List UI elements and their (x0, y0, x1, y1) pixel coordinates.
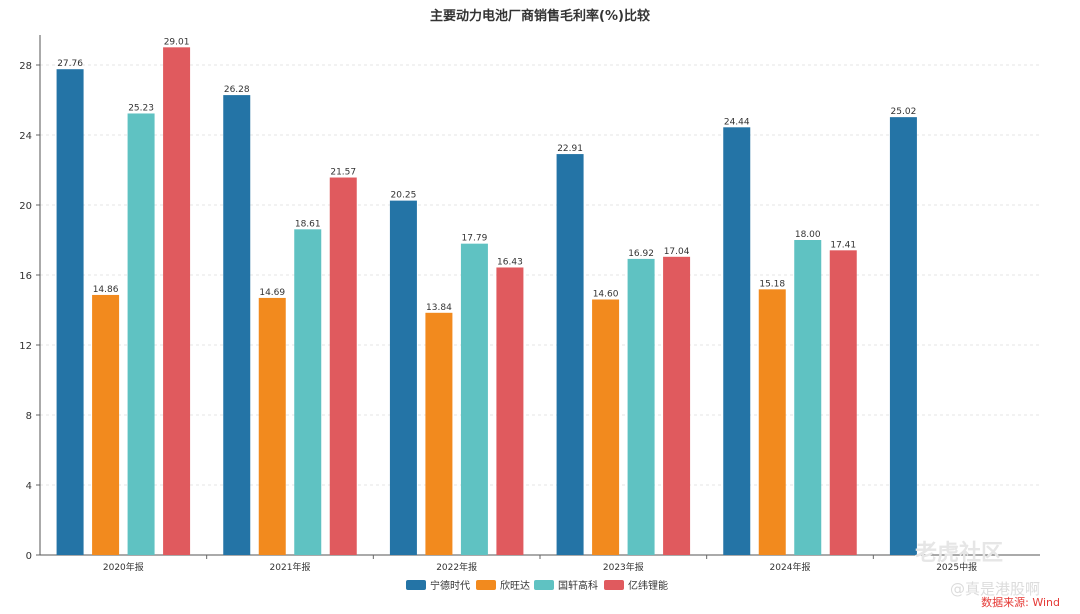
y-tick-label: 20 (19, 201, 32, 212)
legend[interactable]: 宁德时代 欣旺达 国轩高科 亿纬锂能 (406, 579, 668, 592)
bar[interactable] (389, 200, 417, 555)
x-tick-label: 2023年报 (603, 561, 644, 573)
y-tick-label: 28 (19, 61, 32, 72)
bar[interactable] (723, 127, 751, 556)
y-tick-label: 4 (26, 481, 32, 492)
bar[interactable] (329, 177, 357, 555)
bar[interactable] (627, 258, 655, 555)
data-label: 17.79 (462, 234, 488, 244)
bar[interactable] (258, 297, 286, 555)
watermark-sub: @真是港股啊 (950, 580, 1041, 598)
bar[interactable] (829, 250, 857, 555)
bar[interactable] (496, 267, 524, 555)
axes: 0 4 8 12 16 20 24 28 2020年报 2021年报 2022年报 2023年报 202… (19, 35, 1040, 573)
bar[interactable] (460, 243, 488, 556)
grid (40, 64, 1040, 486)
y-tick-label: 24 (19, 131, 32, 142)
chart-title: 主要动力电池厂商销售毛利率(%)比较 (430, 8, 650, 24)
bars (56, 47, 917, 556)
legend-label: 亿纬锂能 (628, 579, 668, 592)
data-label: 25.02 (891, 107, 917, 117)
y-tick-label: 16 (19, 271, 32, 282)
source-note: 数据来源: Wind (981, 596, 1060, 609)
data-labels: 27.76 14.86 25.23 29.01 26.28 14.69 18.61 21.57… (57, 37, 916, 312)
data-label: 20.25 (391, 191, 417, 201)
x-tick-label: 2025中报 (936, 561, 977, 573)
legend-label: 宁德时代 (430, 579, 470, 592)
data-label: 15.18 (759, 279, 785, 289)
x-tick-label: 2022年报 (436, 561, 477, 573)
data-label: 16.92 (628, 249, 654, 259)
legend-item[interactable]: 宁德时代 (406, 579, 470, 592)
bar[interactable] (889, 117, 917, 556)
bar[interactable] (758, 289, 786, 555)
bar[interactable] (794, 240, 822, 555)
legend-swatch (406, 580, 426, 590)
bar[interactable] (663, 256, 691, 555)
bar[interactable] (425, 312, 453, 555)
y-tick-label: 8 (26, 411, 32, 422)
data-label: 14.60 (593, 290, 619, 300)
data-label: 25.23 (128, 103, 154, 113)
bar[interactable] (92, 294, 120, 555)
data-label: 14.69 (259, 288, 285, 298)
bar[interactable] (127, 113, 155, 555)
legend-swatch (476, 580, 496, 590)
data-label: 18.00 (795, 230, 821, 240)
data-label: 18.61 (295, 219, 321, 229)
data-label: 14.86 (93, 285, 119, 295)
data-label: 22.91 (557, 144, 583, 154)
y-tick-label: 0 (26, 551, 32, 562)
data-label: 27.76 (57, 59, 83, 69)
data-label: 16.43 (497, 257, 523, 267)
legend-swatch (534, 580, 554, 590)
data-label: 17.04 (664, 247, 690, 257)
x-tick-label: 2020年报 (103, 561, 144, 573)
legend-item[interactable]: 欣旺达 (476, 579, 530, 592)
bar[interactable] (163, 47, 191, 555)
legend-label: 欣旺达 (500, 579, 530, 592)
data-label: 13.84 (426, 303, 452, 313)
data-label: 21.57 (330, 168, 356, 178)
watermark-logo: 老虎社区 (915, 541, 1004, 566)
bar[interactable] (223, 95, 251, 555)
data-label: 17.41 (830, 240, 856, 250)
x-tick-label: 2021年报 (270, 561, 311, 573)
y-tick-label: 12 (19, 341, 32, 352)
legend-item[interactable]: 国轩高科 (534, 579, 598, 592)
legend-label: 国轩高科 (558, 579, 598, 592)
legend-item[interactable]: 亿纬锂能 (604, 579, 668, 592)
bar[interactable] (56, 69, 84, 555)
bar[interactable] (592, 299, 620, 556)
bar[interactable] (294, 229, 322, 555)
data-label: 26.28 (224, 85, 250, 95)
legend-swatch (604, 580, 624, 590)
bar[interactable] (556, 154, 584, 555)
data-label: 24.44 (724, 117, 750, 127)
x-tick-label: 2024年报 (770, 561, 811, 573)
data-label: 29.01 (164, 37, 190, 47)
